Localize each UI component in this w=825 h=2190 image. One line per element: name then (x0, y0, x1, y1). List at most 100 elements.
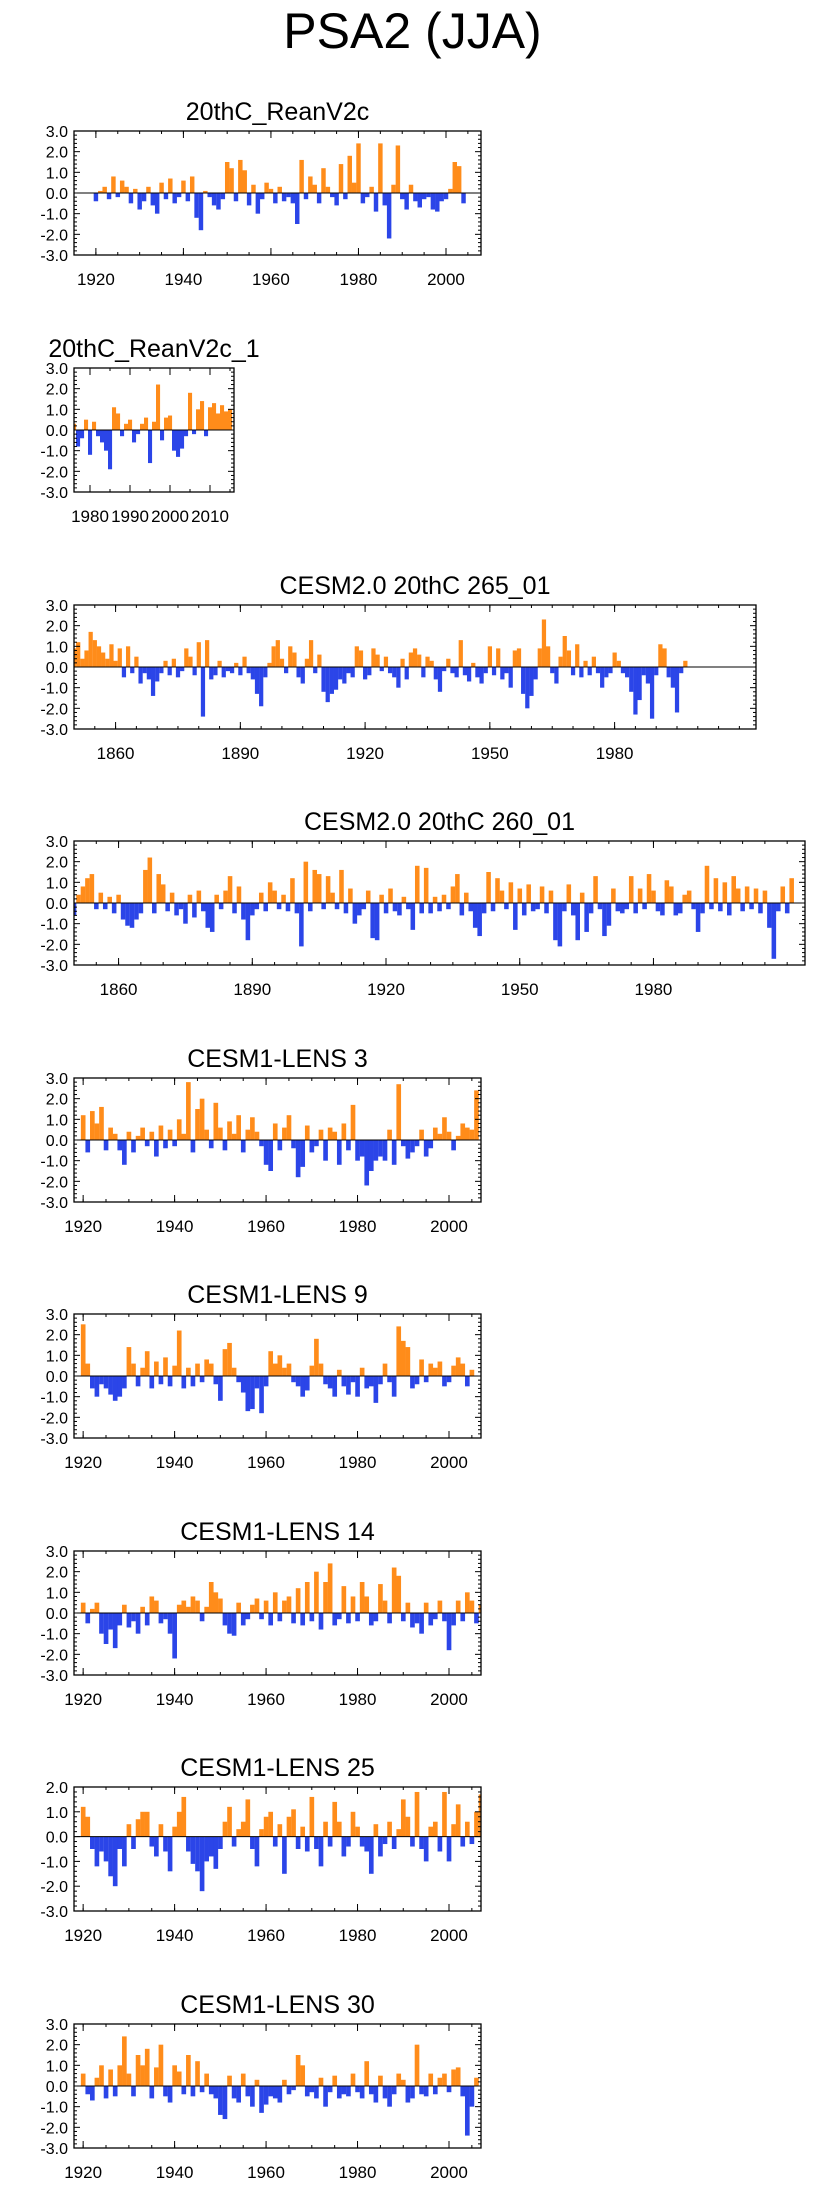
negative-bar (472, 903, 478, 928)
negative-bar (784, 903, 790, 914)
positive-bar (163, 1357, 168, 1376)
series-area (80, 2036, 479, 2136)
negative-bar (209, 903, 215, 932)
negative-bar (154, 193, 160, 214)
positive-bar (405, 1602, 411, 1613)
panel-title: CESM2.0 20thC 265_01 (279, 572, 550, 600)
negative-bar (508, 667, 513, 688)
positive-bar (487, 646, 493, 667)
panel-title: 20thC_ReanV2c_1 (48, 335, 259, 363)
positive-bar (455, 1600, 461, 1613)
negative-bar (695, 903, 701, 932)
negative-bar (428, 903, 433, 914)
positive-bar (731, 876, 736, 903)
negative-bar (240, 1613, 246, 1626)
positive-bar (295, 2055, 301, 2086)
positive-bar (190, 1596, 196, 1613)
positive-bar (780, 886, 786, 903)
negative-bar (359, 1140, 365, 1157)
negative-bar (346, 1613, 351, 1624)
positive-bar (562, 636, 567, 667)
x-tick-label: 1980 (339, 2163, 377, 2182)
negative-bar (364, 1140, 370, 1186)
positive-bar (460, 1363, 466, 1376)
negative-bar (190, 1836, 196, 1864)
negative-bar (595, 667, 601, 674)
negative-bar (165, 903, 170, 912)
x-tick-label: 1960 (247, 1926, 285, 1945)
positive-bar (395, 145, 401, 193)
negative-bar (138, 667, 143, 684)
negative-bar (625, 667, 630, 678)
positive-bar (154, 1600, 159, 1613)
positive-bar (437, 2077, 443, 2086)
negative-bar (404, 193, 409, 210)
negative-bar (290, 193, 296, 204)
negative-bar (295, 1376, 301, 1387)
positive-bar (512, 650, 517, 667)
negative-bar (277, 2086, 283, 2103)
negative-bar (259, 1140, 264, 1147)
negative-bar (132, 430, 137, 443)
x-tick-label: 1920 (64, 1690, 102, 1709)
y-tick-label: 2.0 (46, 619, 68, 636)
negative-bar (414, 1613, 420, 1624)
negative-bar (533, 667, 538, 680)
positive-bar (478, 1794, 481, 1837)
negative-bar (254, 1376, 260, 1389)
negative-bar (121, 667, 127, 678)
negative-bar (343, 903, 349, 914)
negative-bar (291, 1613, 296, 1624)
negative-bar (300, 1613, 306, 1626)
y-tick-label: 0.0 (46, 1133, 68, 1150)
negative-bar (392, 903, 398, 912)
positive-bar (516, 648, 522, 667)
positive-bar (458, 640, 463, 667)
positive-bar (408, 184, 414, 193)
y-tick-label: -2.0 (40, 937, 68, 954)
negative-bar (475, 667, 480, 678)
positive-bar (474, 1090, 479, 1140)
positive-bar (143, 869, 148, 903)
positive-bar (303, 861, 309, 903)
positive-bar (214, 894, 219, 903)
negative-bar (421, 193, 427, 200)
negative-bar (469, 1836, 475, 1845)
positive-bar (212, 403, 217, 430)
negative-bar (460, 1836, 466, 1847)
positive-bar (539, 886, 545, 903)
negative-bar (259, 1613, 264, 1620)
negative-bar (767, 903, 772, 928)
positive-bar (167, 1129, 173, 1140)
negative-bar (213, 1376, 219, 1385)
negative-bar (342, 667, 347, 684)
positive-bar (268, 188, 274, 193)
positive-bar (469, 1369, 475, 1376)
negative-bar (314, 1140, 319, 1147)
y-tick-label: 2.0 (46, 2038, 68, 2055)
negative-bar (633, 667, 638, 715)
y-tick-label: 3.0 (46, 361, 68, 378)
negative-bar (74, 903, 77, 916)
negative-bar (446, 2086, 452, 2093)
positive-bar (300, 2065, 306, 2086)
negative-bar (231, 1613, 237, 1636)
positive-bar (336, 1369, 342, 1376)
positive-bar (188, 656, 193, 667)
negative-bar (327, 1376, 333, 1389)
positive-bar (146, 186, 151, 193)
negative-bar (192, 903, 197, 918)
negative-bar (291, 1376, 296, 1383)
positive-bar (350, 2073, 356, 2086)
positive-bar (378, 1584, 383, 1613)
negative-bar (318, 1836, 324, 1867)
positive-bar (186, 2055, 191, 2086)
negative-bar (758, 903, 763, 914)
negative-bar (117, 1836, 123, 1849)
negative-bar (435, 193, 440, 212)
negative-bar (525, 667, 530, 709)
negative-bar (359, 1836, 365, 1847)
y-tick-label: 2.0 (46, 1565, 68, 1582)
panel-8: 2.0 1.0 0.0 -1.0 -2.0 -3.0 1920 1940 1960 1980 200… (40, 1754, 482, 1945)
negative-bar (158, 1613, 164, 1624)
